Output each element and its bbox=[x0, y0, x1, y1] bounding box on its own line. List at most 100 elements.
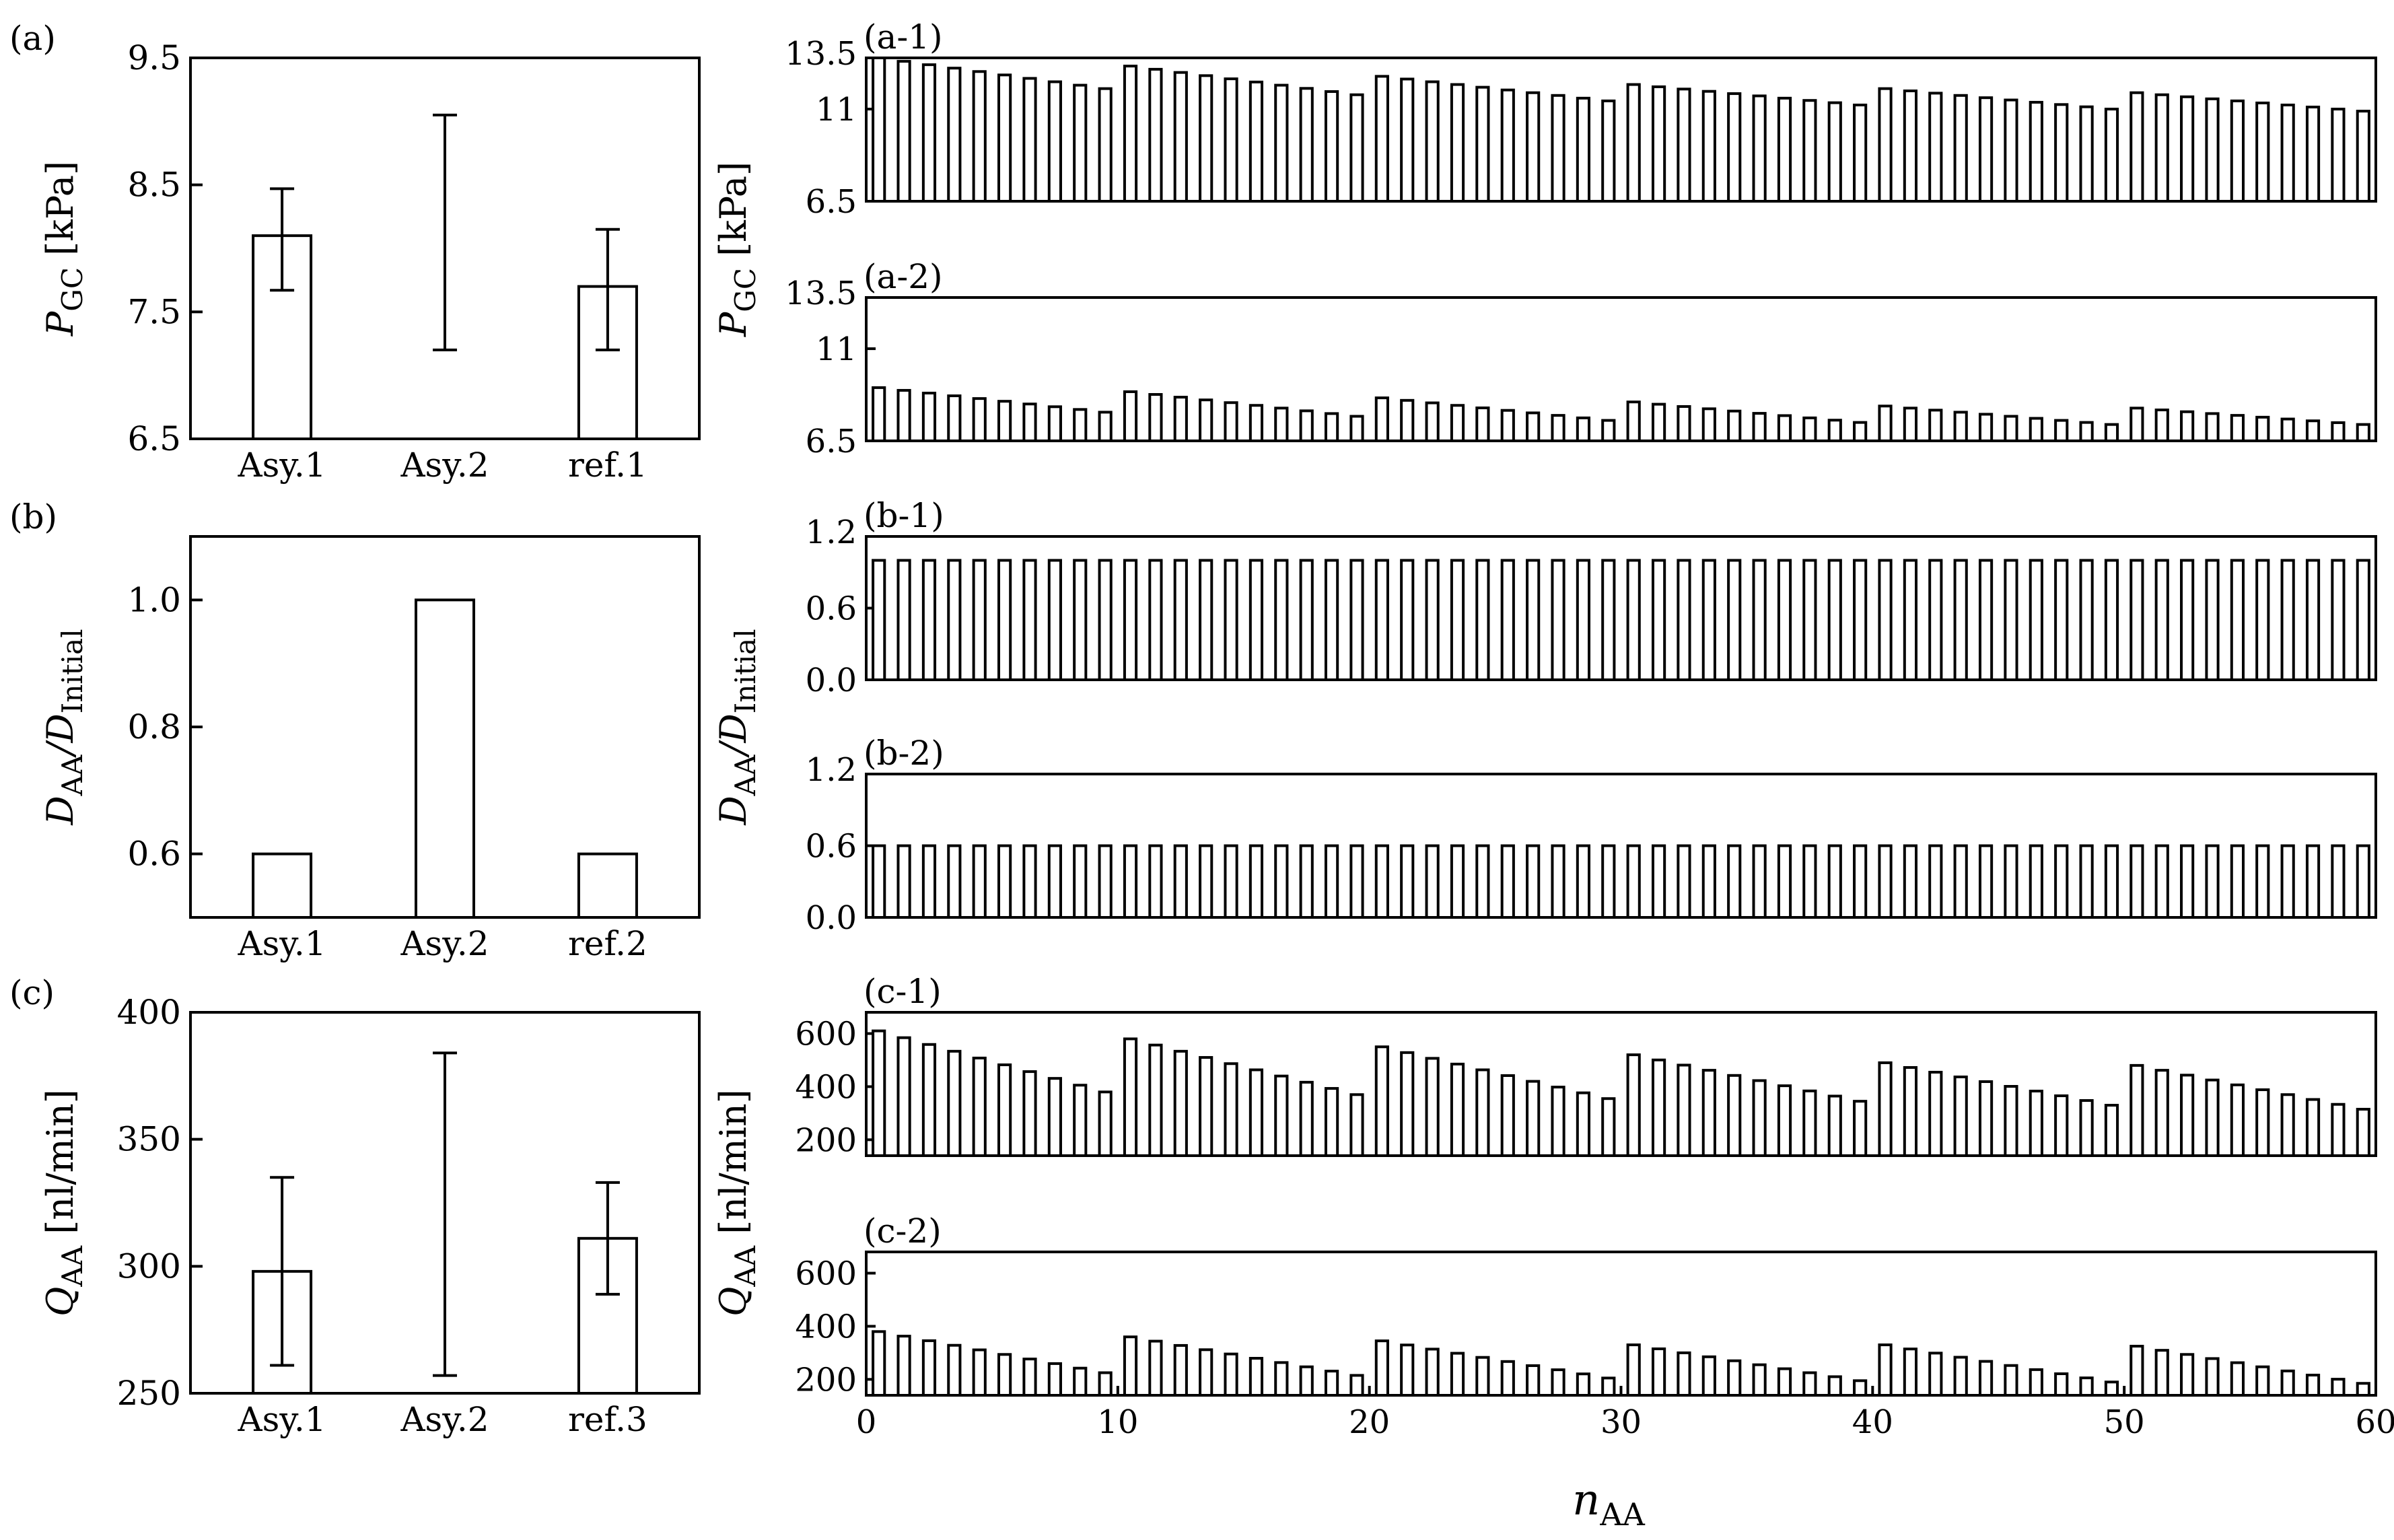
bar-a-2-17 bbox=[1274, 407, 1289, 442]
x-axis-title: nAA bbox=[1572, 1475, 1645, 1533]
bar-a-1-44 bbox=[1953, 94, 1968, 203]
bar-a-2-5 bbox=[972, 397, 987, 442]
xtick-label-c-2: 40 bbox=[1852, 1403, 1893, 1441]
bar-a-1-54 bbox=[2205, 97, 2220, 203]
panel-label-c: (c) bbox=[9, 973, 55, 1012]
bar-a-1-4 bbox=[947, 67, 962, 203]
bar-c-1-22 bbox=[1400, 1051, 1415, 1158]
bar-a-2-47 bbox=[2029, 417, 2043, 442]
bar-b-1-54 bbox=[2205, 559, 2220, 681]
bar-b-1-5 bbox=[972, 559, 987, 681]
bar-b-2-14 bbox=[1199, 844, 1213, 919]
bar-c-2-27 bbox=[1526, 1364, 1541, 1397]
bar-a-2-36 bbox=[1752, 412, 1767, 442]
panel-label-c-2: (c-2) bbox=[864, 1212, 942, 1251]
bar-c-2-15 bbox=[1224, 1352, 1238, 1397]
bar-a-2-45 bbox=[1978, 413, 1994, 443]
bar-c-2-22 bbox=[1400, 1343, 1415, 1397]
bar-c-2-4 bbox=[947, 1343, 962, 1397]
bar-a-1-15 bbox=[1224, 77, 1238, 203]
bar-c-1-5 bbox=[972, 1056, 987, 1158]
bar-c-1-60 bbox=[2356, 1107, 2370, 1157]
bar-b-1-2 bbox=[896, 559, 911, 681]
bar-c-2-2 bbox=[896, 1335, 911, 1397]
bar-b-2-17 bbox=[1274, 844, 1289, 919]
bar-c-2-56 bbox=[2255, 1365, 2270, 1397]
bar-c-2-26 bbox=[1500, 1360, 1515, 1397]
bar-a-1-57 bbox=[2280, 103, 2295, 203]
ytick-label-a-1: 6.5 bbox=[806, 183, 857, 221]
bar-a-1-50 bbox=[2104, 108, 2119, 203]
ylabel-right-c-main: Q bbox=[712, 1287, 754, 1317]
bar-c-1-23 bbox=[1425, 1057, 1440, 1157]
bar-c-1-21 bbox=[1374, 1045, 1389, 1158]
bar-c-1-44 bbox=[1953, 1075, 1968, 1157]
ylabel-right-c-unit: [nl/min] bbox=[712, 1089, 754, 1246]
bar-b-2-27 bbox=[1526, 844, 1541, 919]
bar-a-1-37 bbox=[1777, 96, 1792, 203]
bar-a-2-4 bbox=[947, 394, 962, 442]
bar-c-1-59 bbox=[2331, 1102, 2346, 1157]
bar-c-2-48 bbox=[2054, 1372, 2069, 1397]
bar-c-1-45 bbox=[1978, 1080, 1994, 1157]
bar-b-1-57 bbox=[2280, 559, 2295, 681]
bar-a-2-1 bbox=[872, 386, 886, 443]
bar-a-1-49 bbox=[2079, 105, 2094, 203]
xtick-label-c-2: 50 bbox=[2104, 1403, 2145, 1441]
bar-b-1-41 bbox=[1878, 559, 1893, 681]
bar-c-2-20 bbox=[1349, 1374, 1364, 1397]
bar-c-1-31 bbox=[1626, 1053, 1641, 1157]
bar-a-1-26 bbox=[1500, 88, 1515, 203]
bar-a-2-10 bbox=[1098, 411, 1113, 443]
bar-b-2-49 bbox=[2079, 844, 2094, 919]
bar-b-2-41 bbox=[1878, 844, 1893, 919]
ylabel-right-b: DAA/DInitial bbox=[712, 629, 762, 825]
bar-c-2-1 bbox=[872, 1330, 886, 1397]
bar-b-1-46 bbox=[2004, 559, 2018, 681]
bar-c-1-11 bbox=[1123, 1037, 1138, 1158]
bar-c-2-54 bbox=[2205, 1357, 2220, 1397]
bar-b-2-34 bbox=[1701, 844, 1716, 919]
bar-b-1-58 bbox=[2305, 559, 2321, 681]
bar-b-2-4 bbox=[947, 844, 962, 919]
bar-c-1-42 bbox=[1903, 1065, 1918, 1157]
ylabel-left-c: QAA [nl/min] bbox=[39, 1089, 89, 1317]
bar-c-1-55 bbox=[2230, 1083, 2245, 1158]
bar-b-2-25 bbox=[1475, 844, 1490, 919]
panel-label-b: (b) bbox=[9, 497, 57, 536]
ytick-label-c: 350 bbox=[117, 1120, 181, 1159]
x-axis-title-sub: AA bbox=[1599, 1496, 1645, 1533]
bar-c-1-7 bbox=[1022, 1070, 1037, 1158]
ylabel-left-a-sub: GC bbox=[56, 267, 89, 312]
bar-b-2-57 bbox=[2280, 844, 2295, 919]
bar-b-1-9 bbox=[1073, 559, 1088, 681]
ytick-label-b-2: 0.6 bbox=[806, 828, 857, 866]
bar-c-1-17 bbox=[1274, 1074, 1289, 1157]
bar-b-2-35 bbox=[1727, 844, 1742, 919]
bar-a-1-19 bbox=[1324, 90, 1339, 203]
ytick-label-a: 9.5 bbox=[127, 38, 181, 77]
bar-a-2-33 bbox=[1677, 405, 1691, 443]
bar-b-2-19 bbox=[1324, 844, 1339, 919]
bar-c-2-59 bbox=[2331, 1378, 2346, 1397]
bar-c-1-27 bbox=[1526, 1080, 1541, 1157]
bar-b-1-47 bbox=[2029, 559, 2043, 681]
panel-frame-b-2 bbox=[865, 773, 2377, 919]
bar-c-2-28 bbox=[1551, 1368, 1565, 1397]
bar-a-1-29 bbox=[1576, 96, 1591, 203]
bar-b-2-56 bbox=[2255, 844, 2270, 919]
xtick-label-c-2: 0 bbox=[856, 1403, 877, 1441]
bar-a-1-2 bbox=[896, 60, 911, 203]
panel-frame-c-2 bbox=[865, 1251, 2377, 1397]
bar-a-2-21 bbox=[1374, 396, 1389, 442]
bar-b-1-26 bbox=[1500, 559, 1515, 681]
bar-b-1-30 bbox=[1601, 559, 1616, 681]
bar-b-1-17 bbox=[1274, 559, 1289, 681]
bar-b-1-52 bbox=[2154, 559, 2169, 681]
bar-b-2-7 bbox=[1022, 844, 1037, 919]
ytick-label-c-1: 400 bbox=[795, 1068, 857, 1106]
bar-b-1-8 bbox=[1047, 559, 1062, 681]
bar-b-2-2 bbox=[896, 844, 911, 919]
xtick-label-a-0: Asy.1 bbox=[238, 446, 326, 485]
bar-a-1-10 bbox=[1098, 87, 1113, 203]
